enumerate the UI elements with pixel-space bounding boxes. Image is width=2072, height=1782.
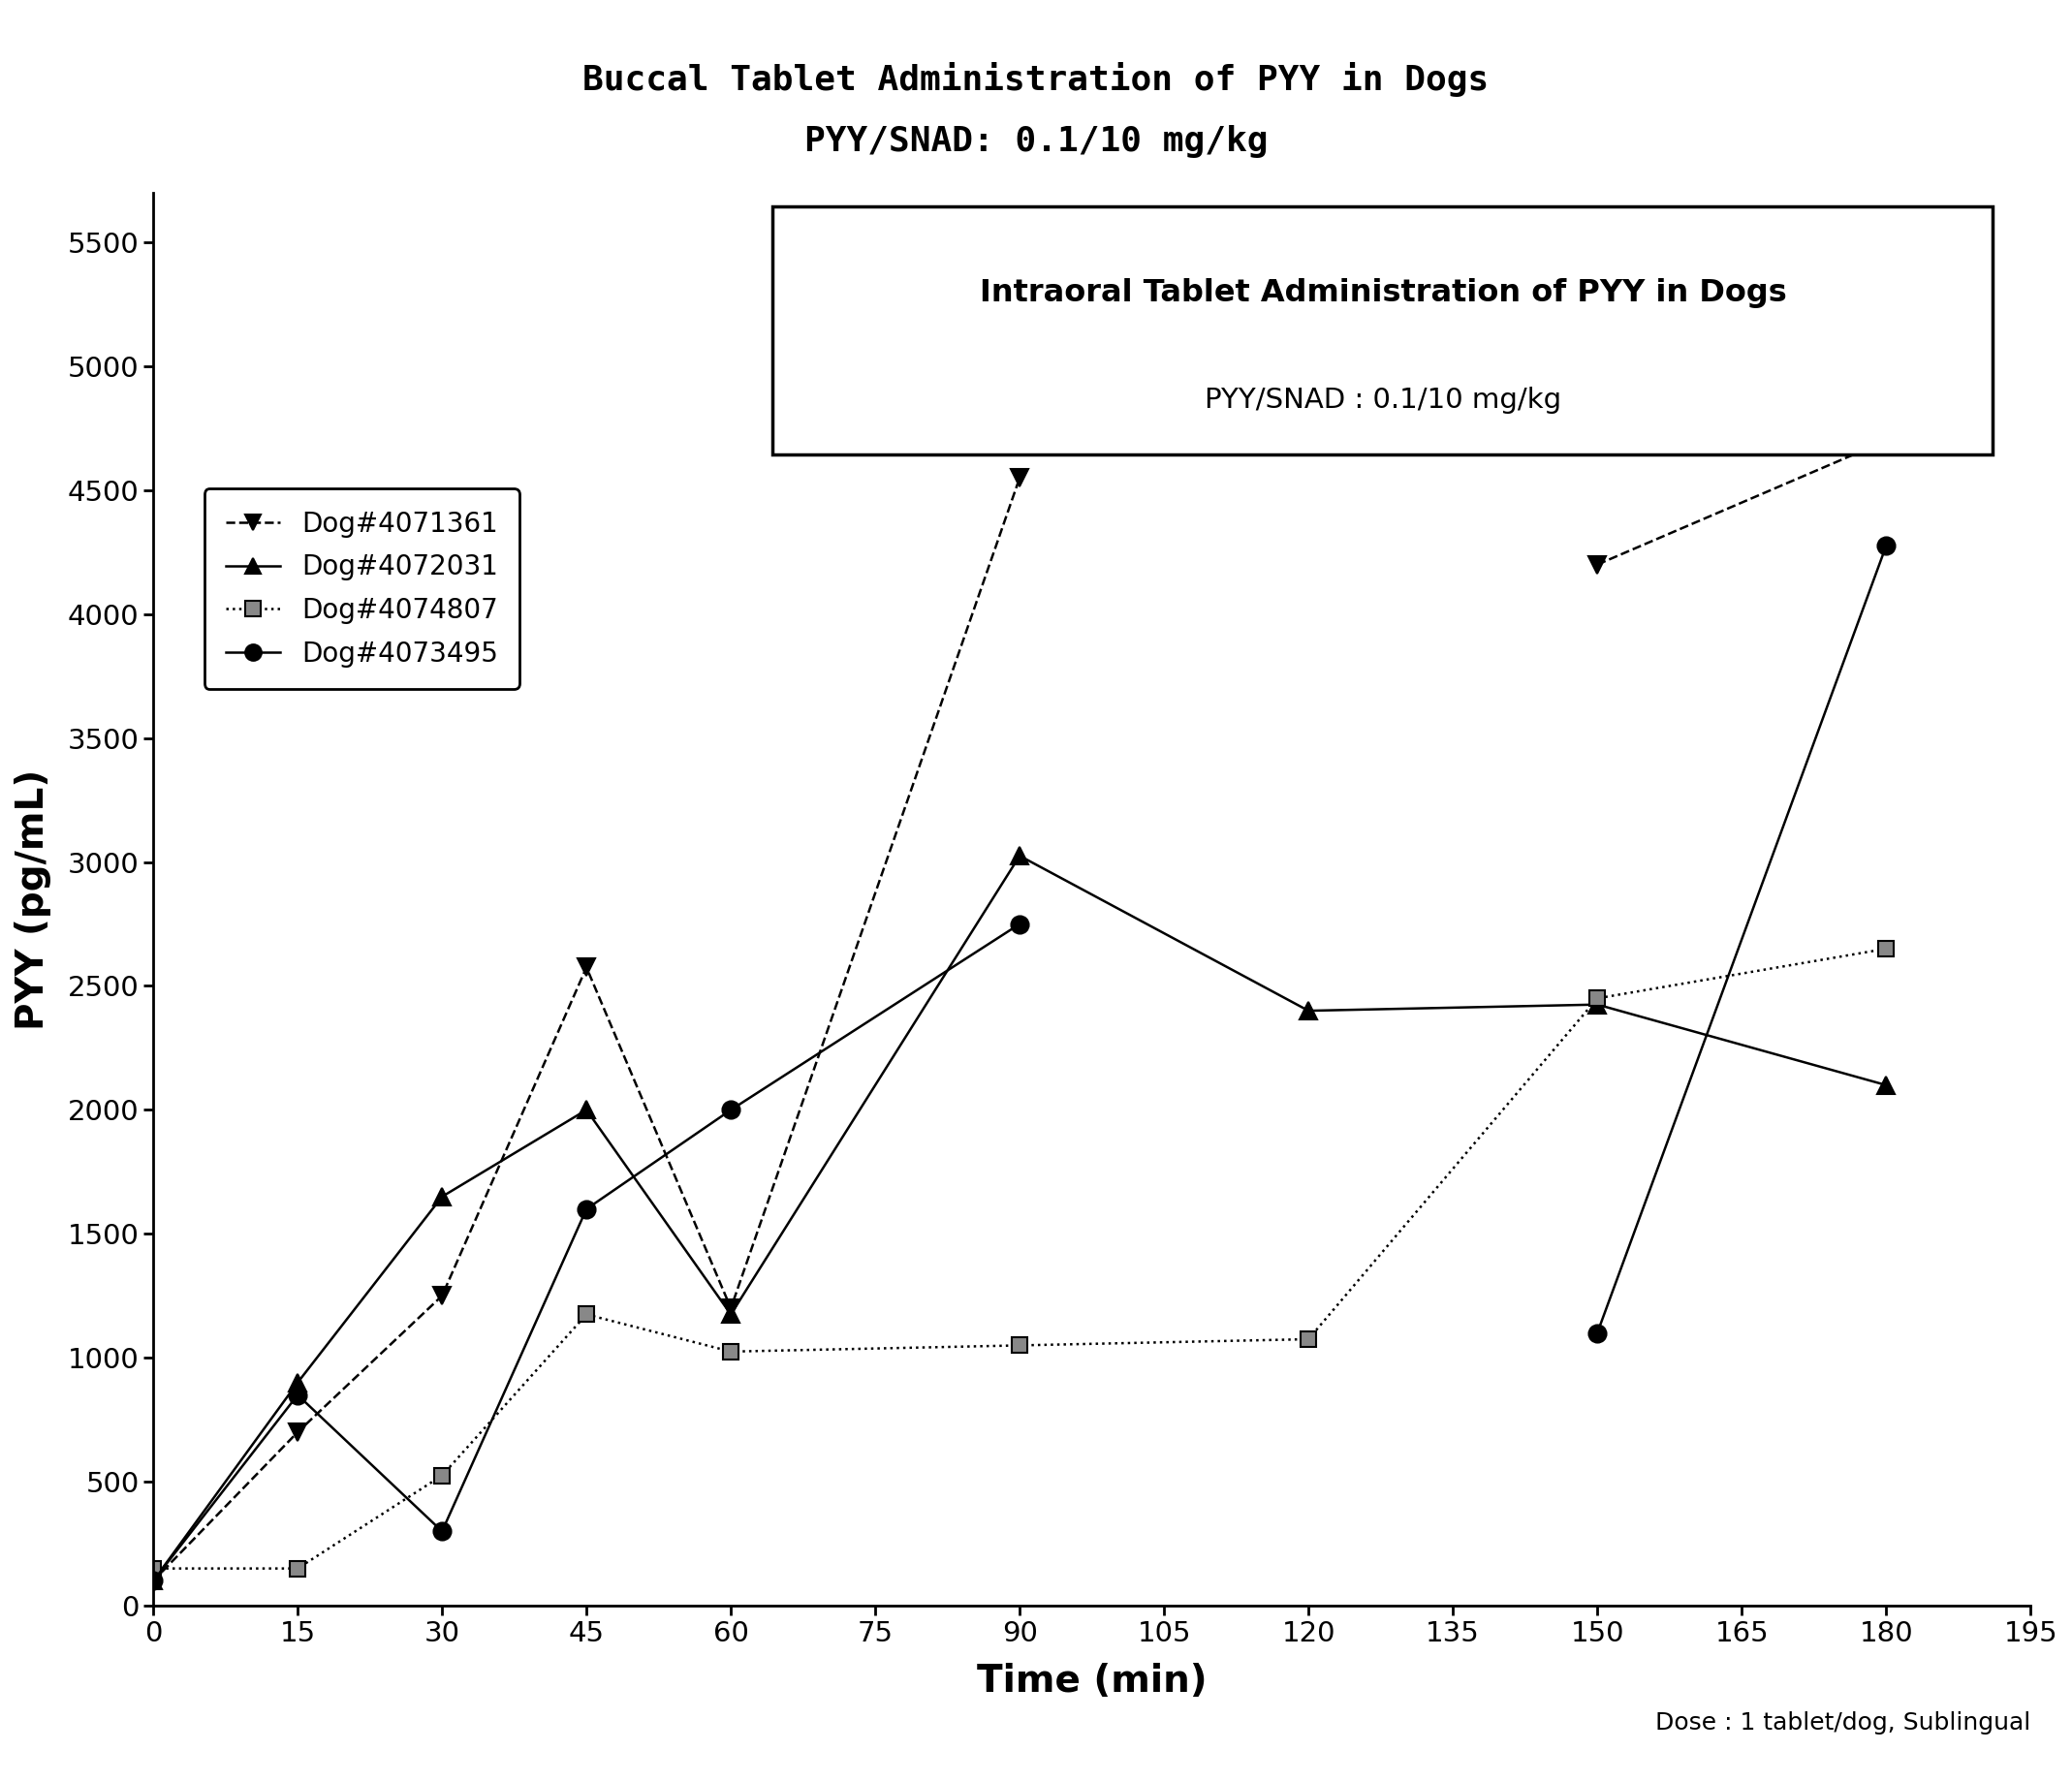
Dog#4072031 (286, 1372, 311, 1394)
Dog#4071361 (429, 1285, 454, 1306)
Dog#4072031 (1297, 1000, 1322, 1021)
Line: Dog#4073495: Dog#4073495 (145, 536, 1896, 1590)
Text: Buccal Tablet Administration of PYY in Dogs: Buccal Tablet Administration of PYY in D… (582, 62, 1490, 98)
Dog#4071361 (1007, 467, 1032, 488)
Line: Dog#4072031: Dog#4072031 (145, 846, 1896, 1590)
Dog#4072031 (1873, 1075, 1898, 1096)
Dog#4074807 (429, 1465, 454, 1486)
Dog#4074807 (574, 1304, 599, 1326)
Dog#4073495 (429, 1520, 454, 1541)
Dog#4071361 (1873, 429, 1898, 451)
Line: Dog#4074807: Dog#4074807 (145, 941, 1894, 1575)
Dog#4071361 (1585, 554, 1610, 576)
Dog#4074807 (1873, 937, 1898, 959)
Dog#4072031 (1007, 845, 1032, 866)
Dog#4071361 (719, 1297, 744, 1319)
Dog#4074807 (1007, 1335, 1032, 1356)
Y-axis label: PYY (pg/mL): PYY (pg/mL) (15, 768, 52, 1030)
Line: Dog#4071361: Dog#4071361 (145, 431, 1896, 1590)
Dog#4072031 (719, 1304, 744, 1326)
Dog#4073495 (141, 1570, 166, 1591)
Dog#4074807 (286, 1557, 311, 1579)
Dog#4073495 (1585, 1322, 1610, 1344)
Legend: Dog#4071361, Dog#4072031, Dog#4074807, Dog#4073495: Dog#4071361, Dog#4072031, Dog#4074807, D… (205, 488, 520, 690)
Text: Dose : 1 tablet/dog, Sublingual: Dose : 1 tablet/dog, Sublingual (1656, 1713, 2031, 1736)
Dog#4071361 (141, 1570, 166, 1591)
Dog#4072031 (429, 1187, 454, 1208)
Dog#4073495 (719, 1099, 744, 1121)
Dog#4074807 (1297, 1329, 1322, 1351)
Dog#4074807 (719, 1340, 744, 1361)
Text: PYY/SNAD: 0.1/10 mg/kg: PYY/SNAD: 0.1/10 mg/kg (804, 125, 1268, 157)
Dog#4072031 (574, 1099, 599, 1121)
Text: Intraoral Tablet Administration of PYY in Dogs: Intraoral Tablet Administration of PYY i… (980, 278, 1786, 308)
X-axis label: Time (min): Time (min) (976, 1663, 1208, 1700)
Dog#4073495 (1007, 914, 1032, 936)
Dog#4073495 (574, 1198, 599, 1219)
Dog#4074807 (1585, 987, 1610, 1009)
Dog#4073495 (286, 1385, 311, 1406)
Dog#4073495 (1873, 535, 1898, 556)
Text: PYY/SNAD : 0.1/10 mg/kg: PYY/SNAD : 0.1/10 mg/kg (1204, 387, 1560, 413)
Dog#4071361 (286, 1422, 311, 1443)
Dog#4071361 (574, 957, 599, 978)
Bar (773, 207, 1993, 454)
Dog#4072031 (141, 1570, 166, 1591)
Dog#4074807 (141, 1557, 166, 1579)
Dog#4072031 (1585, 994, 1610, 1016)
